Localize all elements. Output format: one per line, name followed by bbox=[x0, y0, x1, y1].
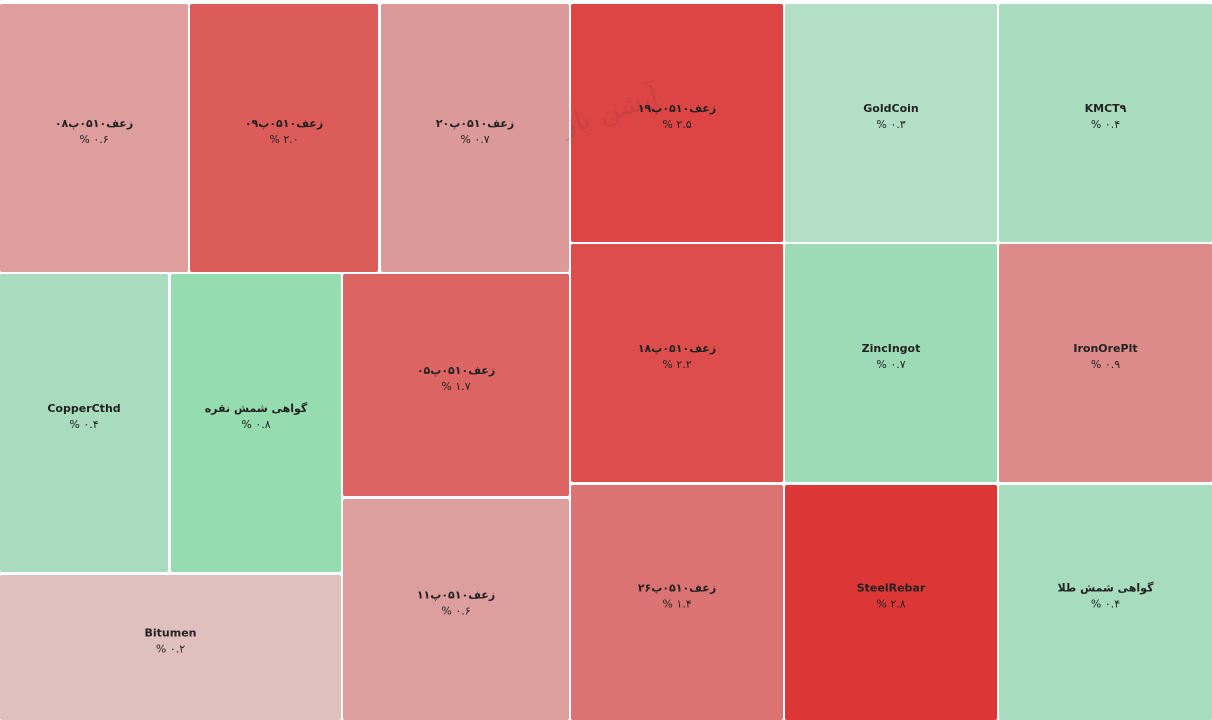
tile[interactable]: زعف۰۵۱۰پ۲۶ ۱.۴ % bbox=[571, 485, 783, 720]
tile-name: زعف۰۵۱۰پ۰۹ bbox=[245, 117, 323, 130]
tile[interactable]: زعف۰۵۱۰پ۰۸ ۰.۶ % bbox=[0, 4, 188, 272]
tile-value: ۲.۲ % bbox=[662, 358, 691, 371]
tile[interactable]: زعف۰۵۱۰پ۱۸ ۲.۲ % bbox=[571, 244, 783, 482]
tile[interactable]: CopperCthd ۰.۴ % bbox=[0, 274, 168, 572]
tile-value: ۰.۶ % bbox=[79, 133, 108, 146]
tile-rect bbox=[190, 4, 378, 272]
tile[interactable]: KMCT۹ ۰.۴ % bbox=[999, 4, 1212, 242]
tile-rect bbox=[571, 485, 783, 720]
tile-rect bbox=[999, 4, 1212, 242]
tile-name: Bitumen bbox=[145, 627, 197, 640]
tile-value: ۰.۴ % bbox=[69, 418, 98, 431]
tile-rect bbox=[571, 4, 783, 242]
tile-rect bbox=[571, 244, 783, 482]
tile[interactable]: زعف۰۵۱۰پ۲۰ ۰.۷ % bbox=[381, 4, 569, 272]
tile-value: ۰.۷ % bbox=[460, 133, 489, 146]
tile-name: زعف۰۵۱۰پ۲۰ bbox=[436, 117, 514, 130]
tile[interactable]: IronOrePlt ۰.۹ % bbox=[999, 244, 1212, 482]
tile-name: زعف۰۵۱۰پ۱۱ bbox=[417, 589, 495, 602]
tile-rect bbox=[785, 4, 997, 242]
tile-name: زعف۰۵۱۰پ۰۵ bbox=[417, 364, 495, 377]
tile-value: ۲.۸ % bbox=[876, 598, 905, 611]
tile-rect bbox=[171, 274, 341, 572]
tile-value: ۰.۴ % bbox=[1091, 118, 1120, 131]
tile-value: ۰.۴ % bbox=[1091, 598, 1120, 611]
tile[interactable]: زعف۰۵۱۰پ۱۱ ۰.۶ % bbox=[343, 499, 569, 720]
tile-name: زعف۰۵۱۰پ۲۶ bbox=[638, 582, 716, 595]
tile-name: SteelRebar bbox=[857, 582, 926, 595]
tile[interactable]: گواهی شمش نقره ۰.۸ % bbox=[171, 274, 341, 572]
tile-value: ۰.۶ % bbox=[441, 605, 470, 618]
tile-value: ۰.۷ % bbox=[876, 358, 905, 371]
tile-value: ۲.۰ % bbox=[269, 133, 298, 146]
tile[interactable]: زعف۰۵۱۰پ۱۹ ۲.۵ % bbox=[571, 4, 783, 242]
tile-rect bbox=[381, 4, 569, 272]
tile-name: گواهی شمش طلا bbox=[1058, 582, 1155, 595]
tile[interactable]: زعف۰۵۱۰پ۰۹ ۲.۰ % bbox=[190, 4, 378, 272]
tile-rect bbox=[343, 274, 569, 496]
tile-rect bbox=[999, 244, 1212, 482]
tile-value: ۰.۳ % bbox=[876, 118, 905, 131]
tile-rect bbox=[785, 485, 997, 720]
tile-name: زعف۰۵۱۰پ۱۹ bbox=[638, 102, 716, 115]
tile-rect bbox=[0, 274, 168, 572]
tile-name: KMCT۹ bbox=[1085, 102, 1127, 115]
tile-value: ۱.۴ % bbox=[662, 598, 691, 611]
tile-name: GoldCoin bbox=[863, 102, 918, 115]
tile-rect bbox=[999, 485, 1212, 720]
tile-value: ۰.۲ % bbox=[156, 643, 185, 656]
tile-rect bbox=[0, 575, 341, 720]
tile-value: ۱.۷ % bbox=[441, 380, 470, 393]
tile[interactable]: زعف۰۵۱۰پ۰۵ ۱.۷ % bbox=[343, 274, 569, 496]
tile-value: ۲.۵ % bbox=[662, 118, 691, 131]
tile-name: IronOrePlt bbox=[1073, 342, 1137, 355]
tile-value: ۰.۹ % bbox=[1091, 358, 1120, 371]
tile[interactable]: گواهی شمش طلا ۰.۴ % bbox=[999, 485, 1212, 720]
tile-name: گواهی شمش نقره bbox=[205, 402, 308, 415]
tile-name: زعف۰۵۱۰پ۱۸ bbox=[638, 342, 716, 355]
tile-name: زعف۰۵۱۰پ۰۸ bbox=[55, 117, 133, 130]
tile-name: CopperCthd bbox=[47, 402, 120, 415]
tile-name: ZincIngot bbox=[862, 342, 921, 355]
tile-rect bbox=[0, 4, 188, 272]
tile[interactable]: Bitumen ۰.۲ % bbox=[0, 575, 341, 720]
tile-value: ۰.۸ % bbox=[241, 418, 270, 431]
tile[interactable]: SteelRebar ۲.۸ % bbox=[785, 485, 997, 720]
tile-rect bbox=[785, 244, 997, 482]
tile-rect bbox=[343, 499, 569, 720]
tile[interactable]: ZincIngot ۰.۷ % bbox=[785, 244, 997, 482]
tile[interactable]: GoldCoin ۰.۳ % bbox=[785, 4, 997, 242]
